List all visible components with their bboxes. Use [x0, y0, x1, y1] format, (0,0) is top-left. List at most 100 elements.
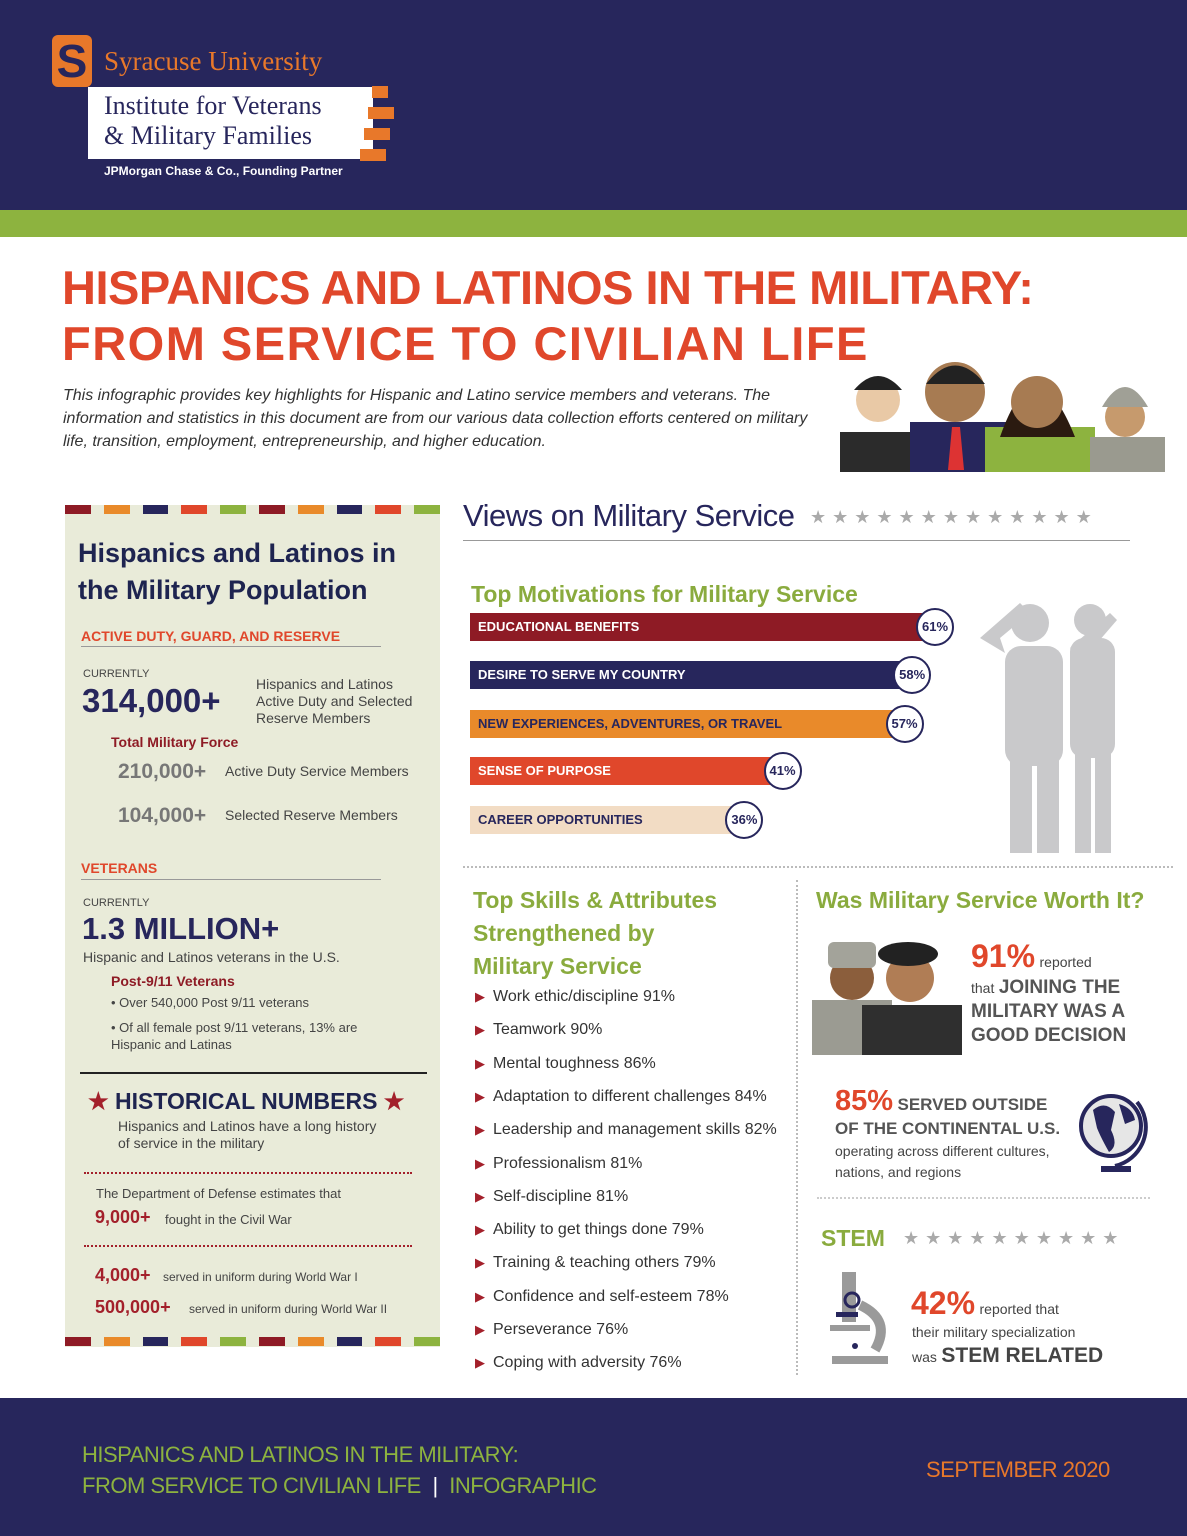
motivation-bar: SENSE OF PURPOSE	[470, 757, 783, 785]
stem-heading: STEM	[821, 1225, 885, 1251]
founding-partner: JPMorgan Chase & Co., Founding Partner	[104, 164, 343, 178]
post911-bullet2: • Of all female post 9/11 veterans, 13% …	[111, 1020, 358, 1052]
reported-text: reported	[1039, 954, 1092, 970]
active-currently: CURRENTLY	[83, 668, 150, 680]
motivation-bar: EDUCATIONAL BENEFITS	[470, 613, 935, 641]
footer-type: INFOGRAPHIC	[449, 1473, 597, 1498]
civil-war-desc: fought in the Civil War	[165, 1212, 292, 1227]
veterans-label: VETERANS	[81, 860, 158, 876]
skill-text: Coping with adversity 76%	[493, 1354, 682, 1372]
worth-heading: Was Military Service Worth It?	[816, 887, 1145, 913]
institute-line2: & Military Families	[104, 121, 312, 150]
skill-item: ▶ Confidence and self-esteem 78%	[475, 1288, 729, 1306]
stem-text1: reported that	[979, 1301, 1059, 1317]
post911-bullet1: • Over 540,000 Post 9/11 veterans	[111, 995, 309, 1010]
skill-text: Professionalism 81%	[493, 1154, 643, 1172]
star-icon: ★	[383, 1088, 405, 1114]
skill-item: ▶ Self-discipline 81%	[475, 1188, 628, 1206]
views-heading: Views on Military Service	[463, 498, 795, 533]
dotted-divider	[84, 1245, 412, 1247]
university-name: Syracuse University	[104, 46, 323, 76]
page-title-line2: FROM SERVICE TO CIVILIAN LIFE	[62, 317, 869, 370]
footer-title-line2: FROM SERVICE TO CIVILIAN LIFE | INFOGRAP…	[82, 1473, 597, 1499]
outside-desc: operating across different cultures, nat…	[835, 1143, 1050, 1180]
skill-text: Ability to get things done 79%	[493, 1221, 704, 1239]
globe-icon	[1079, 1094, 1148, 1172]
triangle-bullet-icon: ▶	[475, 1088, 485, 1104]
outside-line2: OF THE CONTINENTAL U.S.	[835, 1119, 1061, 1138]
active-number: 314,000+	[82, 682, 221, 719]
triangle-bullet-icon: ▶	[475, 1155, 485, 1171]
active-duty-desc: Active Duty Service Members	[225, 763, 409, 779]
ww2-desc: served in uniform during World War II	[189, 1302, 388, 1316]
footer-date: SEPTEMBER 2020	[926, 1457, 1110, 1482]
skill-item: ▶ Adaptation to different challenges 84%	[475, 1088, 767, 1106]
footer	[0, 1398, 1187, 1536]
skill-text: Leadership and management skills 82%	[493, 1121, 777, 1139]
reserve-desc: Selected Reserve Members	[225, 807, 398, 823]
institute-name: Institute for Veterans & Military Famili…	[104, 91, 322, 151]
decorative-stripes-bottom	[65, 1337, 440, 1346]
stars-decoration-icon: ★★★★★★★★★★★★★	[810, 507, 1098, 528]
footer-title-line1: HISPANICS AND LATINOS IN THE MILITARY:	[82, 1442, 519, 1467]
footer-line2-text: FROM SERVICE TO CIVILIAN LIFE	[82, 1473, 421, 1498]
dotted-divider	[84, 1172, 412, 1174]
ww1-number: 4,000+	[95, 1265, 151, 1285]
skill-item: ▶ Work ethic/discipline 91%	[475, 988, 675, 1006]
skill-text: Work ethic/discipline 91%	[493, 988, 676, 1005]
stars-decoration-icon: ★★★★★★★★★★	[903, 1228, 1125, 1249]
motivation-value-label: 61%	[916, 608, 954, 646]
skill-text: Confidence and self-esteem 78%	[493, 1287, 729, 1305]
historical-divider	[80, 1072, 427, 1074]
stem-divider	[817, 1197, 1150, 1199]
motivations-bar-chart: EDUCATIONAL BENEFITS 61% DESIRE TO SERVE M…	[470, 608, 970, 843]
intro-text: This infographic provides key highlights…	[63, 387, 808, 450]
veterans-number: 1.3 MILLION+	[82, 911, 280, 946]
was-text: was	[912, 1349, 937, 1365]
veterans-divider	[81, 879, 381, 880]
ww1-desc: served in uniform during World War I	[163, 1270, 358, 1284]
stem-related: was STEM RELATED	[912, 1344, 1103, 1368]
green-band	[0, 210, 1187, 237]
triangle-bullet-icon: ▶	[475, 1122, 485, 1138]
motivations-title: Top Motivations for Military Service	[471, 581, 858, 607]
motivation-value-label: 36%	[725, 801, 764, 839]
motivation-bar: DESIRE TO SERVE MY COUNTRY	[470, 661, 913, 689]
motivation-value-label: 58%	[893, 656, 932, 694]
historical-heading-text: HISTORICAL NUMBERS	[115, 1088, 378, 1114]
ww2-number: 500,000+	[95, 1297, 171, 1317]
skills-heading: Top Skills & Attributes Strengthened by …	[473, 884, 717, 983]
active-divider	[81, 646, 381, 647]
triangle-bullet-icon: ▶	[475, 1288, 485, 1304]
skills-heading-line3: Military Service	[473, 953, 642, 979]
triangle-bullet-icon: ▶	[475, 1055, 485, 1071]
skills-heading-line2: Strengthened by	[473, 920, 655, 946]
footer-separator: |	[432, 1473, 438, 1498]
decision-text: JOINING THE MILITARY WAS A GOOD DECISION	[971, 977, 1127, 1046]
that-text: that	[971, 980, 995, 996]
motivation-value-label: 41%	[763, 752, 802, 790]
skill-text: Mental toughness 86%	[493, 1054, 656, 1072]
triangle-bullet-icon: ▶	[475, 1022, 485, 1038]
historical-desc: Hispanics and Latinos have a long histor…	[118, 1118, 377, 1151]
motivation-value-label: 57%	[885, 705, 924, 743]
microscope-icon	[830, 1272, 888, 1364]
skill-text: Perseverance 76%	[493, 1321, 629, 1338]
outside-percent: 85%	[835, 1085, 894, 1117]
motivation-bar: CAREER OPPORTUNITIES	[470, 806, 745, 834]
reserve-number: 104,000+	[118, 804, 207, 827]
motivation-bar: NEW EXPERIENCES, ADVENTURES, OR TRAVEL	[470, 710, 905, 738]
skill-item: ▶ Coping with adversity 76%	[475, 1354, 682, 1372]
skill-item: ▶ Leadership and management skills 82%	[475, 1121, 777, 1139]
skill-item: ▶ Professionalism 81%	[475, 1155, 642, 1173]
joining-percent: 91%	[971, 938, 1036, 974]
skill-item: ▶ Teamwork 90%	[475, 1021, 602, 1039]
skill-item: ▶ Training & teaching others 79%	[475, 1254, 716, 1272]
saluting-soldiers-silhouette-icon	[980, 603, 1117, 853]
veterans-currently: CURRENTLY	[83, 897, 150, 909]
skill-item: ▶ Ability to get things done 79%	[475, 1221, 704, 1239]
decorative-stripes-top	[65, 505, 440, 514]
institute-line1: Institute for Veterans	[104, 91, 322, 120]
syracuse-s-logo: S	[52, 35, 92, 87]
triangle-bullet-icon: ▶	[475, 1222, 485, 1238]
